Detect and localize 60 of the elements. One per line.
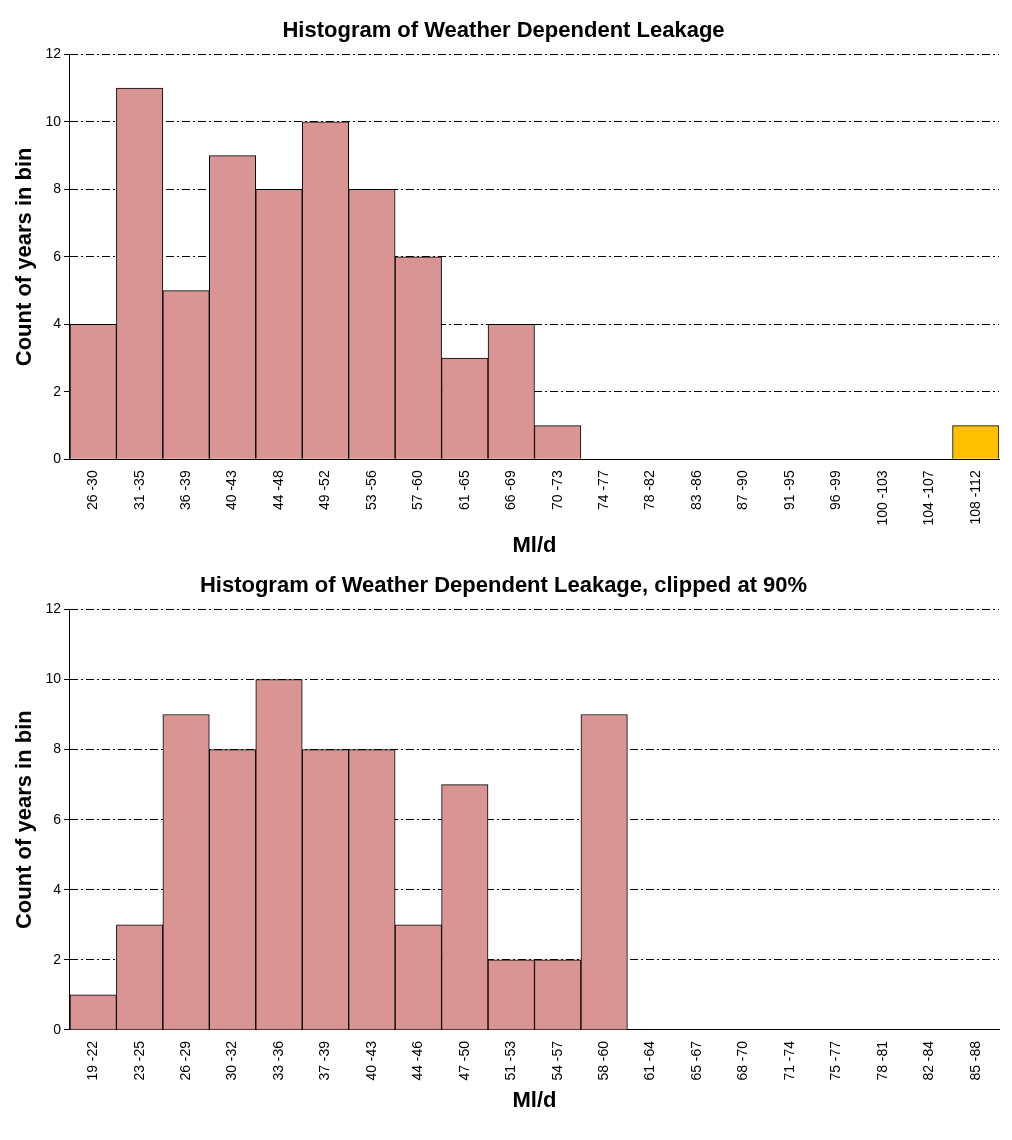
- x-tick-label: 37 -39: [316, 1040, 333, 1081]
- x-tick-label: 78 -82: [641, 470, 658, 511]
- y-tick-label: 4: [53, 315, 62, 332]
- x-tick-label: 26 -30: [84, 470, 101, 511]
- x-tick-label: 96 -99: [827, 470, 844, 511]
- x-tick-label: 78 -81: [873, 1040, 890, 1081]
- y-tick-label: 6: [53, 247, 62, 264]
- x-tick-label: 19 -22: [84, 1040, 101, 1081]
- x-axis-title: Ml/d: [512, 1086, 557, 1112]
- x-tick-label: 53 -56: [362, 470, 379, 511]
- x-axis-title: Ml/d: [512, 531, 557, 557]
- y-tick-label: 2: [53, 950, 62, 967]
- y-tick-label: 12: [45, 45, 62, 62]
- x-tick-label: 85 -88: [966, 1040, 983, 1081]
- x-tick-label: 31 -35: [130, 470, 147, 511]
- y-tick-label: 0: [53, 1020, 62, 1037]
- y-tick-label: 2: [53, 382, 62, 399]
- x-tick-label: 40 -43: [223, 470, 240, 511]
- x-tick-label: 49 -52: [316, 470, 333, 511]
- x-tick-label: 70 -73: [548, 470, 565, 511]
- x-tick-label: 58 -60: [595, 1040, 612, 1081]
- x-tick-label: 82 -84: [920, 1040, 937, 1081]
- y-axis-title: Count of years in bin: [11, 147, 37, 367]
- x-tick-label: 51 -53: [502, 1040, 519, 1081]
- x-tick-label: 87 -90: [734, 470, 751, 511]
- y-tick-label: 12: [45, 600, 62, 617]
- x-tick-label: 61 -64: [641, 1040, 658, 1081]
- x-tick-label: 83 -86: [687, 470, 704, 511]
- x-tick-label: 44 -46: [409, 1040, 426, 1081]
- y-tick-label: 10: [45, 112, 62, 129]
- y-axis-title: Count of years in bin: [11, 710, 37, 930]
- y-tick-label: 8: [53, 180, 62, 197]
- x-tick-label: 100 -103: [873, 470, 890, 526]
- x-tick-label: 108 -112: [966, 470, 983, 525]
- x-tick-label: 75 -77: [827, 1040, 844, 1081]
- x-tick-label: 23 -25: [130, 1040, 147, 1081]
- chart-title: Histogram of Weather Dependent Leakage: [282, 17, 725, 43]
- x-tick-label: 57 -60: [409, 470, 426, 511]
- x-tick-label: 66 -69: [502, 470, 519, 511]
- y-tick-label: 10: [45, 670, 62, 687]
- x-tick-label: 68 -70: [734, 1040, 751, 1081]
- x-tick-label: 71 -74: [780, 1040, 797, 1081]
- x-tick-label: 26 -29: [176, 1040, 193, 1081]
- x-tick-label: 74 -77: [595, 470, 612, 511]
- y-tick-label: 6: [53, 810, 62, 827]
- x-tick-label: 65 -67: [687, 1040, 704, 1081]
- x-tick-label: 44 -48: [269, 470, 286, 511]
- x-tick-label: 54 -57: [548, 1040, 565, 1081]
- x-tick-label: 104 -107: [920, 470, 937, 526]
- x-tick-label: 30 -32: [223, 1040, 240, 1081]
- y-tick-label: 4: [53, 880, 62, 897]
- x-tick-label: 61 -65: [455, 470, 472, 511]
- x-tick-label: 91 -95: [780, 470, 797, 511]
- y-tick-label: 0: [53, 450, 62, 467]
- chart-title: Histogram of Weather Dependent Leakage, clipped at 90%: [199, 572, 808, 598]
- x-tick-label: 33 -36: [269, 1040, 286, 1081]
- x-tick-label: 40 -43: [362, 1040, 379, 1081]
- y-tick-label: 8: [53, 740, 62, 757]
- x-tick-label: 47 -50: [455, 1040, 472, 1081]
- x-tick-label: 36 -39: [176, 470, 193, 511]
